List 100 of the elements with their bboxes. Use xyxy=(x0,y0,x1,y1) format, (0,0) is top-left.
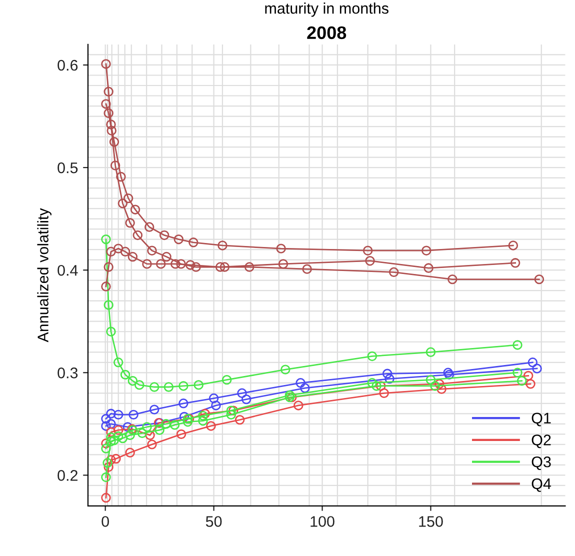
point xyxy=(182,417,193,427)
point xyxy=(296,378,306,388)
point xyxy=(523,370,534,381)
point xyxy=(101,234,111,244)
point xyxy=(113,425,124,435)
point xyxy=(367,378,378,388)
point xyxy=(300,383,310,393)
point xyxy=(106,427,116,437)
point xyxy=(434,379,444,389)
point xyxy=(376,381,386,391)
point xyxy=(101,492,111,503)
point xyxy=(528,358,538,368)
point xyxy=(178,381,188,391)
point xyxy=(280,364,290,374)
point xyxy=(154,425,164,435)
point xyxy=(382,368,392,379)
point xyxy=(120,370,130,380)
x-tick-label: 100 xyxy=(310,516,334,527)
point xyxy=(362,246,373,256)
point xyxy=(109,137,120,147)
point xyxy=(142,422,152,432)
point xyxy=(137,428,148,438)
point xyxy=(102,458,112,468)
y-tick-label: 0.3 xyxy=(58,368,78,378)
point xyxy=(128,252,138,262)
point xyxy=(101,438,111,448)
point xyxy=(384,374,394,384)
point xyxy=(106,436,116,446)
point xyxy=(156,259,166,269)
point xyxy=(110,160,120,170)
point xyxy=(159,230,170,240)
point xyxy=(149,382,160,392)
point xyxy=(244,262,254,272)
point xyxy=(106,126,116,136)
point xyxy=(113,358,124,368)
point xyxy=(118,198,128,208)
point xyxy=(123,193,134,204)
x-tick-label: 50 xyxy=(206,516,222,527)
point xyxy=(101,414,111,424)
point xyxy=(113,431,124,442)
legend-label: Q4 xyxy=(532,478,552,492)
y-axis-title: Annualized volatility xyxy=(37,208,52,342)
point xyxy=(106,419,116,429)
point xyxy=(510,258,520,268)
point xyxy=(106,326,116,336)
point xyxy=(120,246,130,256)
point xyxy=(220,262,230,272)
point xyxy=(122,422,133,432)
x-axis-title: maturity in months xyxy=(265,2,388,17)
legend-label: Q2 xyxy=(532,434,551,448)
point xyxy=(101,59,111,69)
point xyxy=(125,448,135,458)
point xyxy=(512,340,522,350)
point xyxy=(365,256,375,266)
point xyxy=(113,410,124,420)
point xyxy=(367,351,378,362)
point xyxy=(106,454,116,465)
point xyxy=(104,108,114,118)
point xyxy=(149,404,160,414)
point xyxy=(101,421,111,431)
point xyxy=(215,262,226,272)
point xyxy=(144,222,154,232)
point xyxy=(436,384,446,394)
point xyxy=(218,240,228,250)
point xyxy=(372,381,382,391)
point xyxy=(426,374,436,385)
point xyxy=(532,364,542,374)
point xyxy=(128,376,138,386)
point xyxy=(179,412,190,422)
point xyxy=(234,414,245,425)
point xyxy=(113,244,124,254)
point xyxy=(198,416,208,426)
point xyxy=(186,260,196,270)
point xyxy=(388,267,399,278)
point xyxy=(125,430,135,440)
point xyxy=(516,376,527,386)
point xyxy=(147,246,157,256)
point xyxy=(508,240,518,250)
x-tick-label: 0 xyxy=(102,516,109,527)
point xyxy=(116,172,126,182)
point xyxy=(188,238,198,248)
point xyxy=(448,274,458,284)
point xyxy=(206,421,216,431)
chart-title: 2008 xyxy=(307,26,346,40)
point xyxy=(222,374,232,385)
point xyxy=(191,262,201,272)
x-tick-label: 150 xyxy=(419,516,443,527)
point xyxy=(226,410,236,420)
point xyxy=(104,300,114,310)
point xyxy=(276,244,286,254)
point xyxy=(278,259,288,269)
point xyxy=(106,120,116,130)
point xyxy=(101,472,111,482)
point xyxy=(526,379,536,389)
point xyxy=(287,392,297,402)
point xyxy=(302,264,312,274)
point xyxy=(534,274,544,284)
y-tick-label: 0.6 xyxy=(58,60,78,71)
point xyxy=(194,380,204,390)
point xyxy=(430,381,440,391)
